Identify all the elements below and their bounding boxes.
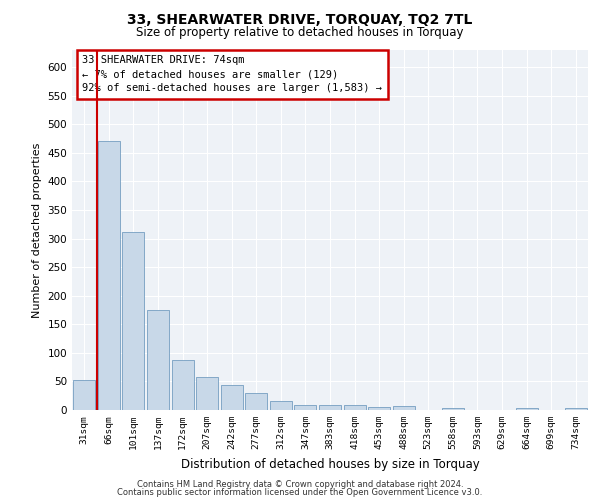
Bar — [245, 393, 268, 410]
Bar — [122, 232, 145, 410]
Bar — [344, 406, 365, 410]
Bar — [442, 408, 464, 410]
Y-axis label: Number of detached properties: Number of detached properties — [32, 142, 42, 318]
Bar — [270, 402, 292, 410]
Text: 33 SHEARWATER DRIVE: 74sqm
← 7% of detached houses are smaller (129)
92% of semi: 33 SHEARWATER DRIVE: 74sqm ← 7% of detac… — [82, 56, 382, 94]
Bar — [368, 406, 390, 410]
Text: Contains public sector information licensed under the Open Government Licence v3: Contains public sector information licen… — [118, 488, 482, 497]
Bar — [196, 378, 218, 410]
Bar — [147, 310, 169, 410]
Bar — [98, 142, 120, 410]
Bar — [73, 380, 95, 410]
X-axis label: Distribution of detached houses by size in Torquay: Distribution of detached houses by size … — [181, 458, 479, 470]
Bar — [515, 408, 538, 410]
Bar — [221, 386, 243, 410]
Text: 33, SHEARWATER DRIVE, TORQUAY, TQ2 7TL: 33, SHEARWATER DRIVE, TORQUAY, TQ2 7TL — [127, 12, 473, 26]
Text: Contains HM Land Registry data © Crown copyright and database right 2024.: Contains HM Land Registry data © Crown c… — [137, 480, 463, 489]
Bar — [295, 405, 316, 410]
Bar — [565, 408, 587, 410]
Bar — [172, 360, 194, 410]
Text: Size of property relative to detached houses in Torquay: Size of property relative to detached ho… — [136, 26, 464, 39]
Bar — [319, 406, 341, 410]
Bar — [392, 406, 415, 410]
